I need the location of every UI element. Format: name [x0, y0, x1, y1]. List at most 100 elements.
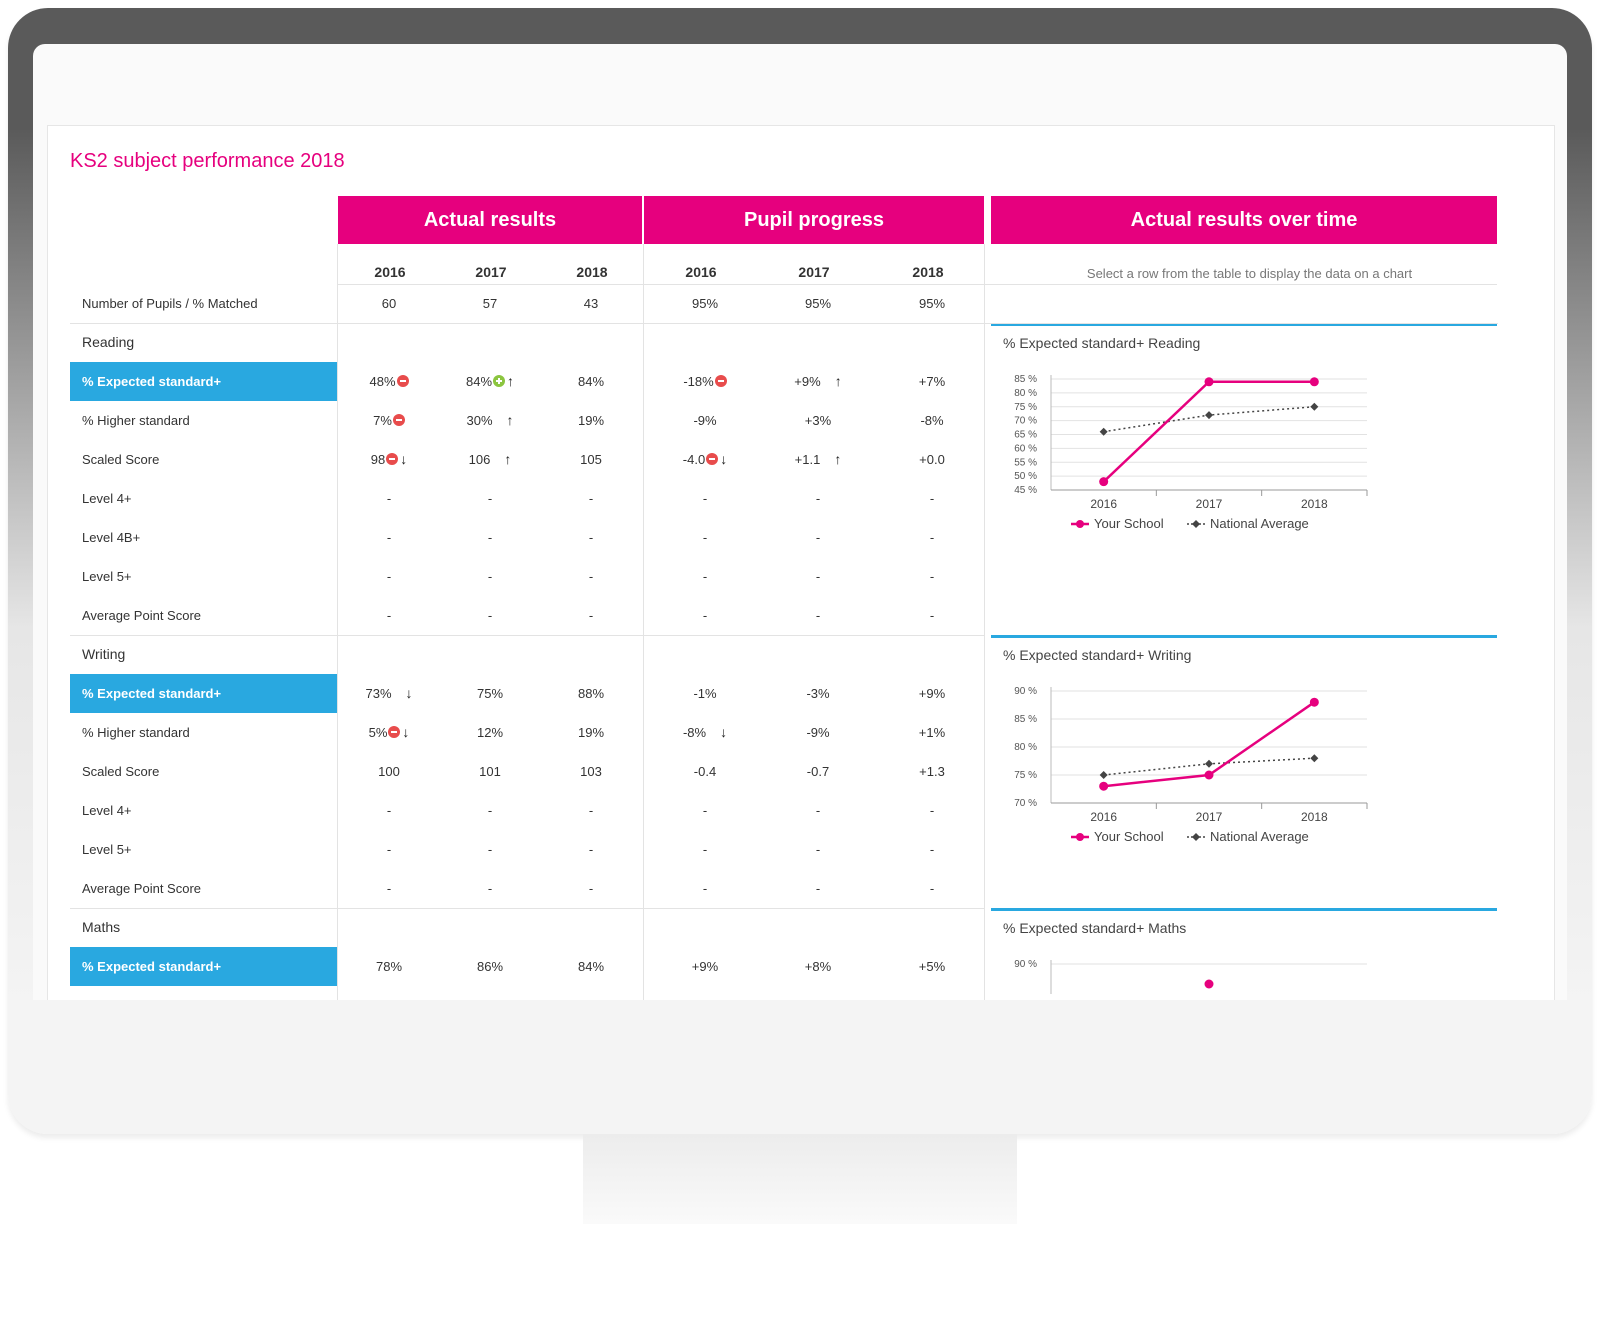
your-school-point: [1309, 377, 1319, 387]
cell-actual: 100: [344, 752, 434, 791]
legend-school-marker: [1076, 520, 1084, 528]
table-row[interactable]: % Higher standard 5% ↓ 12% 19% -8% ↓ -9% +1%: [70, 713, 1470, 752]
table-row[interactable]: Level 5+ - - - - - -: [70, 557, 1470, 596]
your-school-point: [1309, 697, 1319, 707]
cell-value: 86%: [476, 959, 504, 974]
cell-value: -9%: [693, 413, 717, 428]
table-row-pupils[interactable]: Number of Pupils / % Matched 60 95% 57 95% 43…: [70, 284, 1470, 323]
cell-value: 103: [580, 764, 602, 779]
monitor-stand: [583, 1134, 1017, 1224]
cell-actual: 48%: [344, 362, 434, 401]
cell-actual: -: [344, 479, 434, 518]
row-label: Average Point Score: [82, 881, 201, 896]
section-divider: [70, 908, 984, 909]
line-chart-1: 70 % 75 % 80 % 85 % 90 % 2016 2017 2018 Your Sch…: [1014, 686, 1368, 844]
cell-value: -: [702, 803, 708, 818]
cell-value: 48%: [369, 374, 396, 389]
cell-progress: +0.0: [887, 440, 977, 479]
cell-progress: -: [773, 869, 863, 908]
table-row-selected[interactable]: % Expected standard+ 78% 86% 84% +9% +8% +5%: [70, 947, 1470, 986]
y-tick-label: 50 %: [1014, 471, 1037, 482]
cell-progress: -: [773, 596, 863, 635]
cell-progress: +8%: [773, 947, 863, 986]
cell-actual: 19%: [546, 713, 636, 752]
cell-value: -: [386, 842, 392, 857]
section-heading: Maths: [70, 908, 1470, 947]
arrow-down-icon: ↓: [720, 451, 728, 467]
cell-progress: +1.3: [887, 752, 977, 791]
arrow-down-icon: ↓: [400, 451, 408, 467]
cell-value: -: [702, 569, 708, 584]
row-label: Level 5+: [82, 569, 132, 584]
cell-value: -18%: [683, 374, 714, 389]
x-tick-label: 2016: [1090, 810, 1117, 824]
cell-value: -: [929, 842, 935, 857]
cell-value: +8%: [804, 959, 832, 974]
line-chart-0: 45 % 50 % 55 % 60 % 65 % 70 % 75 % 80 % 85 % 2016…: [1014, 374, 1368, 531]
x-tick-label: 2017: [1196, 810, 1223, 824]
cell-value: +7%: [918, 374, 946, 389]
divider-chart: [984, 244, 985, 1000]
cell-actual: 73% ↓: [344, 674, 434, 713]
cell-value: -: [588, 803, 594, 818]
y-tick-label: 70 %: [1014, 416, 1037, 427]
cell-progress: -: [773, 518, 863, 557]
below-national-icon: [714, 375, 727, 387]
legend-national-average[interactable]: National Average: [1210, 829, 1309, 844]
y-tick-label: 75 %: [1014, 770, 1037, 781]
cell-value: -: [929, 569, 935, 584]
table-row[interactable]: Level 4B+ - - - - - -: [70, 518, 1470, 557]
cell-value: 98: [370, 452, 386, 467]
cell-actual: 84% ↑: [445, 362, 535, 401]
below-national-icon: [706, 453, 719, 465]
table-row[interactable]: Level 4+ - - - - - -: [70, 479, 1470, 518]
header-divider: [338, 284, 1497, 285]
cell-value: +1.3: [919, 764, 945, 779]
cell-value: -4.0: [682, 452, 706, 467]
cell-actual: 12%: [445, 713, 535, 752]
cell-value: -: [588, 608, 594, 623]
table-row[interactable]: Level 5+ - - - - - -: [70, 830, 1470, 869]
table-row[interactable]: Average Point Score - - - - - -: [70, 596, 1470, 635]
cell-progress: +1%: [887, 713, 977, 752]
cell-value: 101: [479, 764, 501, 779]
y-tick-label: 45 %: [1014, 485, 1037, 496]
series-line-your-school: [1102, 380, 1315, 483]
cell-actual: -: [344, 830, 434, 869]
cell-value: -1%: [693, 686, 717, 701]
arrow-up-icon: ↑: [507, 373, 515, 389]
cell-actual: -: [445, 557, 535, 596]
table-row[interactable]: Level 4+ - - - - - -: [70, 791, 1470, 830]
cell-value: -: [929, 803, 935, 818]
cell-value: -: [487, 881, 493, 896]
y-tick-label: 85 %: [1014, 714, 1037, 725]
cell-value: +9%: [918, 686, 946, 701]
cell-progress: +9%: [887, 674, 977, 713]
table-row[interactable]: % Higher standard 7% 30% ↑ 19% -9% +3% -8%: [70, 401, 1470, 440]
row-label: Scaled Score: [82, 764, 160, 779]
legend-national-average[interactable]: National Average: [1210, 516, 1309, 531]
legend-your-school[interactable]: Your School: [1094, 829, 1164, 844]
cell-progress: -: [887, 791, 977, 830]
table-row-selected[interactable]: % Expected standard+ 73% ↓ 75% 88% -1% -3% +9%: [70, 674, 1470, 713]
section-title: Writing: [82, 646, 126, 662]
cell-actual: -: [344, 596, 434, 635]
chart-title: % Expected standard+ Writing: [1003, 647, 1192, 663]
legend-your-school[interactable]: Your School: [1094, 516, 1164, 531]
cell-progress: +9%: [660, 947, 750, 986]
cell-progress: -: [660, 518, 750, 557]
table-row[interactable]: Scaled Score 98 ↓ 106 ↑ 105 -4.0 ↓ +1.1 ↑ +0.0: [70, 440, 1470, 479]
table-row[interactable]: Average Point Score - - - - - -: [70, 869, 1470, 908]
arrow-up-icon: ↑: [834, 451, 842, 467]
table-row[interactable]: Scaled Score 100 101 103 -0.4 -0.7 +1.3: [70, 752, 1470, 791]
cell-value: -: [815, 842, 821, 857]
cell-progress: -: [660, 479, 750, 518]
cell-value: -: [702, 491, 708, 506]
cell-value: 84%: [465, 374, 493, 389]
cell-value: -: [815, 530, 821, 545]
table-row-selected[interactable]: % Expected standard+ 48% 84% ↑ 84% -18% +9% ↑ +7…: [70, 362, 1470, 401]
y-tick-label: 85 %: [1014, 374, 1037, 385]
cell-progress: -: [887, 479, 977, 518]
cell-progress: -8%: [887, 401, 977, 440]
cell-value: -: [386, 569, 392, 584]
